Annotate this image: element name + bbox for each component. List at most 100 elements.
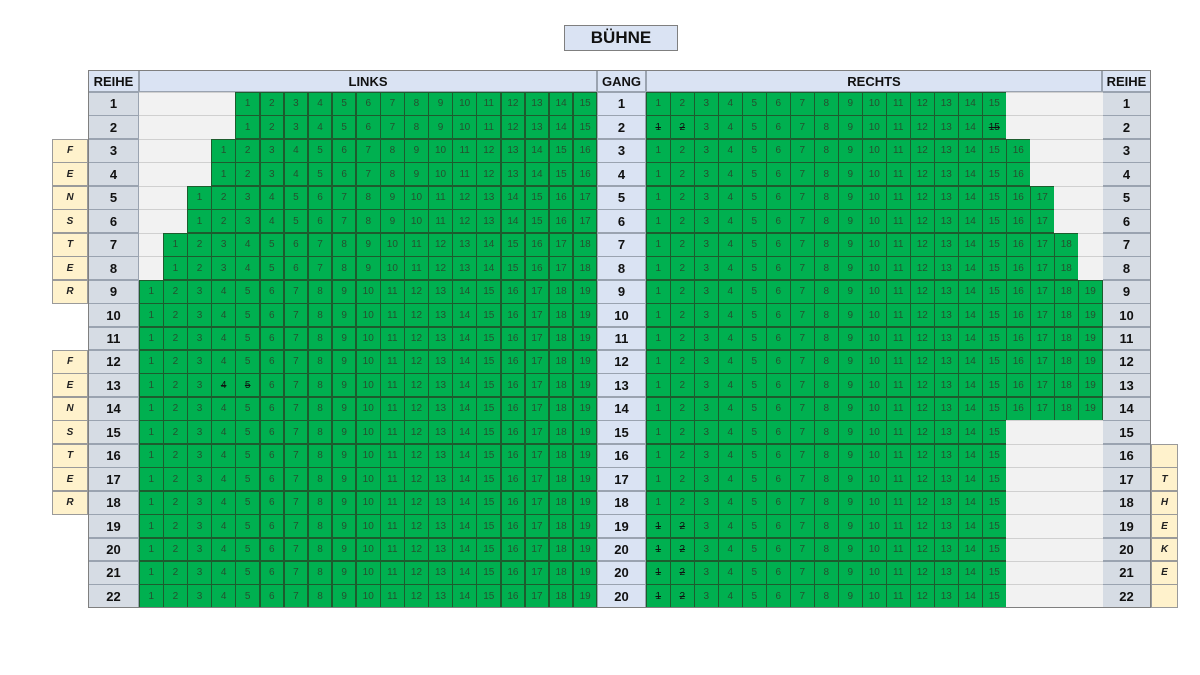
seat[interactable]: 5 — [235, 584, 260, 609]
seat[interactable]: 5 — [742, 396, 767, 421]
seat[interactable]: 2 — [163, 514, 188, 539]
seat[interactable]: 12 — [910, 185, 935, 210]
seat[interactable]: 12 — [404, 420, 429, 445]
seat[interactable]: 10 — [862, 396, 887, 421]
seat[interactable]: 15 — [982, 256, 1007, 281]
seat[interactable]: 16 — [572, 162, 598, 187]
seat[interactable]: 1 — [139, 279, 164, 304]
seat[interactable]: 14 — [524, 162, 550, 187]
seat[interactable]: 7 — [283, 349, 309, 374]
seat[interactable]: 1 — [646, 396, 671, 421]
seat[interactable]: 10 — [862, 584, 887, 609]
seat[interactable]: 1 — [646, 256, 671, 281]
seat[interactable]: 5 — [307, 138, 333, 163]
seat[interactable]: 8 — [307, 584, 333, 609]
seat[interactable]: 6 — [259, 537, 285, 562]
seat[interactable]: 11 — [886, 373, 911, 398]
seat[interactable]: 6 — [766, 396, 791, 421]
seat[interactable]: 8 — [307, 490, 333, 515]
seat[interactable]: 10 — [428, 138, 453, 163]
seat[interactable]: 11 — [886, 326, 911, 351]
seat[interactable]: 18 — [548, 514, 574, 539]
seat[interactable]: 15 — [476, 537, 502, 562]
seat[interactable]: 8 — [307, 279, 333, 304]
seat[interactable]: 5 — [235, 537, 260, 562]
seat[interactable]: 16 — [1006, 349, 1031, 374]
seat[interactable]: 7 — [790, 561, 815, 585]
seat[interactable]: 13 — [934, 185, 959, 210]
seat[interactable]: 4 — [718, 467, 743, 492]
seat[interactable]: 3 — [694, 185, 719, 210]
seat[interactable]: 4 — [718, 490, 743, 515]
seat[interactable]: 17 — [524, 561, 550, 585]
seat[interactable]: 9 — [838, 138, 863, 163]
seat[interactable]: 4 — [718, 185, 743, 210]
seat[interactable]: 18 — [548, 490, 574, 515]
seat[interactable]: 5 — [742, 162, 767, 187]
seat[interactable]: 4 — [259, 185, 285, 210]
seat[interactable]: 11 — [380, 537, 405, 562]
seat[interactable]: 7 — [283, 420, 309, 445]
seat[interactable]: 13 — [428, 490, 453, 515]
seat[interactable]: 10 — [862, 326, 887, 351]
seat[interactable]: 7 — [331, 209, 357, 234]
seat[interactable]: 8 — [307, 537, 333, 562]
seat[interactable]: 2 — [211, 209, 236, 234]
seat[interactable]: 2 — [163, 443, 188, 468]
seat[interactable]: 7 — [790, 584, 815, 609]
seat[interactable]: 15 — [548, 162, 574, 187]
seat[interactable]: 7 — [790, 326, 815, 351]
seat[interactable]: 16 — [1006, 396, 1031, 421]
seat[interactable]: 12 — [910, 537, 935, 562]
seat[interactable]: 16 — [1006, 256, 1031, 281]
seat[interactable]: 4 — [211, 279, 236, 304]
seat[interactable]: 9 — [331, 584, 357, 609]
seat[interactable]: 19 — [572, 514, 598, 539]
seat[interactable]: 9 — [838, 514, 863, 539]
seat[interactable]: 5 — [742, 326, 767, 351]
seat[interactable]: 12 — [910, 514, 935, 539]
seat[interactable]: 17 — [572, 185, 598, 210]
seat[interactable]: 4 — [718, 396, 743, 421]
seat[interactable]: 11 — [886, 467, 911, 492]
seat[interactable]: 12 — [500, 92, 526, 116]
seat-unavailable[interactable]: 2 — [670, 584, 695, 609]
seat[interactable]: 5 — [742, 232, 767, 257]
seat[interactable]: 6 — [259, 396, 285, 421]
seat[interactable]: 2 — [670, 396, 695, 421]
seat[interactable]: 10 — [380, 256, 405, 281]
seat[interactable]: 13 — [428, 467, 453, 492]
seat[interactable]: 12 — [910, 443, 935, 468]
seat[interactable]: 7 — [283, 584, 309, 609]
seat[interactable]: 12 — [452, 209, 477, 234]
seat[interactable]: 17 — [524, 443, 550, 468]
seat[interactable]: 7 — [331, 185, 357, 210]
seat[interactable]: 3 — [694, 584, 719, 609]
seat[interactable]: 7 — [283, 537, 309, 562]
seat[interactable]: 13 — [934, 326, 959, 351]
seat[interactable]: 6 — [766, 373, 791, 398]
seat[interactable]: 12 — [910, 561, 935, 585]
seat[interactable]: 4 — [718, 326, 743, 351]
seat[interactable]: 15 — [476, 373, 502, 398]
seat[interactable]: 11 — [380, 514, 405, 539]
seat[interactable]: 6 — [259, 584, 285, 609]
seat[interactable]: 9 — [838, 162, 863, 187]
seat[interactable]: 5 — [742, 138, 767, 163]
seat[interactable]: 15 — [476, 467, 502, 492]
seat[interactable]: 11 — [886, 232, 911, 257]
seat[interactable]: 8 — [814, 232, 839, 257]
seat[interactable]: 7 — [790, 443, 815, 468]
seat[interactable]: 3 — [187, 349, 212, 374]
seat[interactable]: 8 — [404, 92, 429, 116]
seat[interactable]: 3 — [259, 138, 285, 163]
seat[interactable]: 14 — [958, 256, 983, 281]
seat[interactable]: 16 — [1006, 232, 1031, 257]
seat[interactable]: 15 — [982, 443, 1007, 468]
seat[interactable]: 9 — [838, 349, 863, 374]
seat[interactable]: 9 — [838, 185, 863, 210]
seat[interactable]: 12 — [910, 584, 935, 609]
seat[interactable]: 8 — [814, 185, 839, 210]
seat[interactable]: 4 — [718, 256, 743, 281]
seat[interactable]: 12 — [910, 490, 935, 515]
